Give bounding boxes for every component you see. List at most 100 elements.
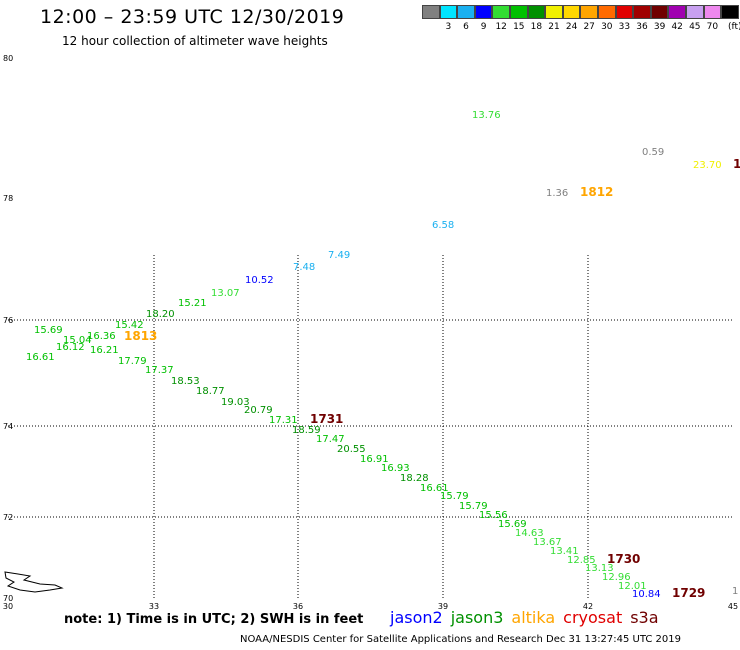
wave-height-value: 18.77 [196,386,225,397]
wave-height-value: 15.56 [479,510,508,521]
longitude-label: 33 [149,602,159,611]
wave-height-value: 13.67 [533,537,562,548]
color-scale-label: 33 [618,22,631,32]
map-grid [8,255,733,598]
color-scale-swatch [527,5,546,19]
wave-height-value: 16.61 [420,483,449,494]
wave-height-value: 17.31 [269,415,298,426]
wave-height-value: 10.52 [245,275,274,286]
color-scale-swatch [597,5,616,19]
color-scale-label: 3 [445,22,452,32]
credit-line: NOAA/NESDIS Center for Satellite Applica… [240,634,682,645]
color-scale-swatch [703,5,722,19]
color-scale-unit: (ft) [728,22,740,32]
wave-height-value: 12.96 [602,572,631,583]
color-scale-label: 6 [463,22,469,32]
latitude-label: 72 [3,513,13,522]
wave-height-value: 17.47 [316,434,345,445]
wave-height-value: 0.59 [642,147,664,158]
latitude-label: 76 [3,316,13,325]
color-scale-label: 12 [495,22,507,32]
color-scale-swatch [721,5,739,19]
wave-height-value: 20.55 [337,444,366,455]
color-scale-swatch [422,5,440,19]
wave-height-value: 6.58 [432,220,454,231]
color-scale-swatch [562,5,581,19]
coastline [4,571,64,593]
color-scale-swatch [492,5,510,19]
wave-height-value: 17.37 [145,365,174,376]
color-scale-swatch [457,5,475,19]
page-title: 12:00 – 23:59 UTC 12/30/2019 [40,6,345,28]
latitude-label: 70 [3,594,13,603]
wave-height-value: 18.53 [171,376,200,387]
wave-height-value: 16.61 [26,352,55,363]
wave-height-value: 16.93 [381,463,410,474]
wave-height-value: 19.03 [221,397,250,408]
wave-height-value: 10.84 [632,589,661,600]
wave-height-value: 18.59 [292,425,321,436]
pass-time-label: 1729 [672,586,705,600]
color-scale-swatch [509,5,528,19]
wave-height-value: 15.79 [459,501,488,512]
legend-item: altika [511,608,556,627]
wave-height-value: 20.79 [244,405,273,416]
latitude-label: 78 [3,194,13,203]
wave-height-value: 13.41 [550,546,579,557]
color-scale-swatch [545,5,563,19]
color-scale-label: 42 [671,22,683,32]
wave-height-value: 13.07 [211,288,240,299]
wave-height-value: 13.13 [585,563,614,574]
wave-height-value: 1.36 [546,188,568,199]
color-scale-swatch [580,5,598,19]
wave-height-value: 18.28 [400,473,429,484]
wave-height-value: 16.91 [360,454,389,465]
color-scale-swatch [650,5,669,19]
color-scale-swatch [615,5,634,19]
latitude-label: 74 [3,422,13,431]
wave-height-value: 16.36 [87,331,116,342]
pass-time-label: 1813 [124,329,157,343]
color-scale-label: 18 [530,22,543,32]
color-scale-swatch [685,5,704,19]
wave-height-value: 15.42 [115,320,144,331]
wave-height-value: 12.01 [618,581,647,592]
pass-time-label: 1812 [580,185,613,199]
longitude-label: 42 [583,602,593,611]
color-scale-label: 15 [513,22,525,32]
wave-height-value: 7.48 [293,262,315,273]
wave-height-value: 12.85 [567,555,596,566]
legend-item: cryosat [563,608,623,627]
footnote: note: 1) Time is in UTC; 2) SWH is in fe… [64,612,364,627]
wave-height-value: 14.63 [515,528,544,539]
wave-height-value: 16.12 [56,342,85,353]
color-scale-label: 9 [480,22,487,32]
color-scale-swatch [633,5,651,19]
color-scale-label: 24 [565,22,578,32]
pass-time-label: 1730 [607,552,640,566]
wave-height-value: 13.76 [472,110,501,121]
color-scale-label: 30 [601,22,613,32]
color-scale-swatch [439,5,458,19]
wave-height-value: 16.21 [90,345,119,356]
color-scale-label: 36 [636,22,648,32]
wave-height-value: 23.70 [693,160,722,171]
legend-item: jason2 [390,608,443,627]
wave-height-value: 15.04 [63,335,92,346]
pass-time-label: 1731 [310,412,343,426]
color-scale-swatch [668,5,686,19]
satellite-legend: jason2 jason3 altika cryosat s3a [390,608,667,627]
longitude-label: 36 [293,602,303,611]
color-scale-bar [422,5,739,21]
wave-height-value: 1 [732,586,738,597]
color-scale-label: 21 [548,22,560,32]
wave-height-value: 15.69 [498,519,527,530]
color-scale-swatch [474,5,493,19]
wave-height-value: 17.79 [118,356,147,367]
wave-height-value: 15.79 [440,491,469,502]
color-scale-label: 70 [706,22,719,32]
color-scale-label: 45 [689,22,701,32]
wave-height-value: 7.49 [328,250,350,261]
